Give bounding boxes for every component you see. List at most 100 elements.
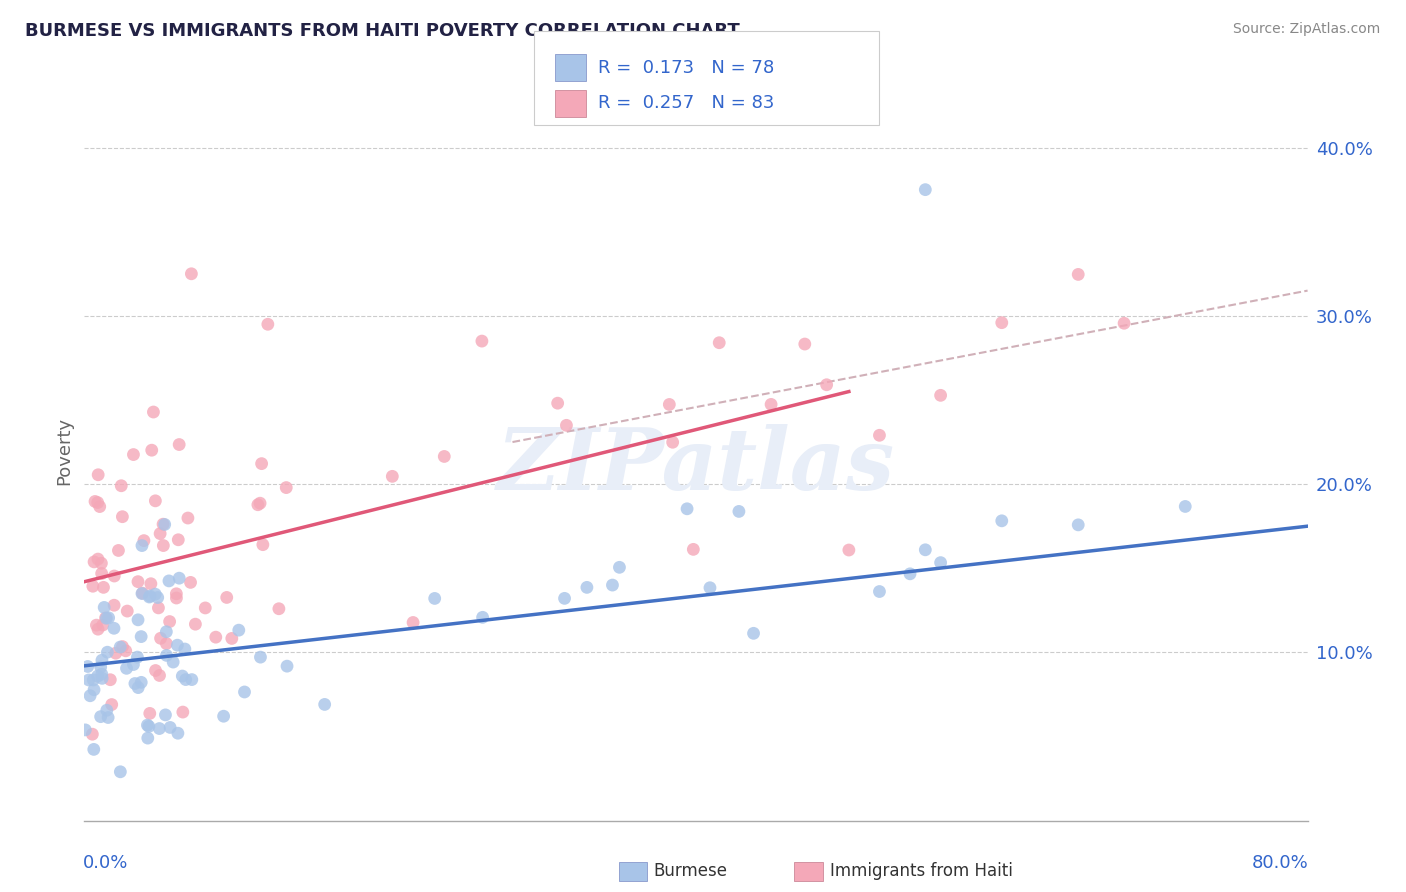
Text: R =  0.257   N = 83: R = 0.257 N = 83 — [598, 95, 773, 112]
Point — [148, 722, 170, 736]
Point — [77, 673, 100, 687]
Point — [87, 552, 110, 566]
Point — [76, 659, 98, 673]
Point — [93, 580, 115, 594]
Point — [91, 653, 114, 667]
Point — [402, 615, 425, 630]
Point — [609, 560, 631, 574]
Text: Source: ZipAtlas.com: Source: ZipAtlas.com — [1233, 22, 1381, 37]
Point — [221, 632, 243, 646]
Point — [991, 514, 1014, 528]
Point — [233, 685, 256, 699]
Text: Immigrants from Haiti: Immigrants from Haiti — [830, 863, 1012, 880]
Point — [929, 556, 952, 570]
Text: Burmese: Burmese — [654, 863, 728, 880]
Point — [96, 645, 118, 659]
Text: ZIPatlas: ZIPatlas — [496, 424, 896, 507]
Point — [162, 655, 184, 669]
Point — [381, 469, 404, 483]
Point — [991, 316, 1014, 330]
Point — [246, 498, 269, 512]
Point — [127, 681, 149, 695]
Point — [215, 591, 238, 605]
Point — [145, 664, 167, 678]
Point — [276, 481, 298, 495]
Point — [129, 675, 152, 690]
Point — [180, 267, 202, 281]
Point — [104, 646, 127, 660]
Point — [1067, 517, 1090, 532]
Point — [91, 618, 114, 632]
Point — [869, 428, 891, 442]
Point — [838, 543, 860, 558]
Point — [152, 539, 174, 553]
Point — [117, 604, 139, 618]
Point — [111, 509, 134, 524]
Point — [676, 501, 699, 516]
Point — [1174, 500, 1197, 514]
Point — [83, 742, 105, 756]
Point — [136, 731, 159, 745]
Point — [138, 719, 160, 733]
Point — [555, 418, 578, 433]
Point — [91, 671, 114, 685]
Point — [107, 543, 129, 558]
Point — [165, 591, 187, 605]
Point — [699, 581, 721, 595]
Point — [157, 574, 180, 588]
Point — [141, 443, 163, 458]
Point — [177, 511, 200, 525]
Point — [148, 600, 170, 615]
Point — [167, 533, 190, 547]
Point — [97, 611, 120, 625]
Text: 0.0%: 0.0% — [83, 854, 128, 872]
Point — [249, 650, 271, 665]
Point — [131, 586, 153, 600]
Point — [90, 556, 112, 570]
Point — [172, 705, 194, 719]
Point — [148, 668, 170, 682]
Point — [131, 539, 153, 553]
Point — [98, 673, 121, 687]
Point — [94, 611, 117, 625]
Point — [132, 533, 155, 548]
Point — [115, 661, 138, 675]
Point — [82, 579, 104, 593]
Point — [166, 638, 188, 652]
Point — [267, 601, 290, 615]
Point — [167, 437, 190, 451]
Point — [110, 640, 132, 654]
Point — [86, 495, 108, 509]
Point — [204, 630, 226, 644]
Point — [212, 709, 235, 723]
Point — [914, 542, 936, 557]
Point — [159, 615, 181, 629]
Point — [82, 727, 104, 741]
Point — [149, 526, 172, 541]
Point — [83, 682, 105, 697]
Point — [167, 571, 190, 585]
Point — [127, 613, 149, 627]
Point — [1114, 316, 1136, 330]
Point — [110, 764, 132, 779]
Point — [173, 642, 195, 657]
Point — [96, 611, 118, 625]
Point — [136, 718, 159, 732]
Point — [869, 584, 891, 599]
Point — [742, 626, 765, 640]
Point — [249, 496, 271, 510]
Point — [554, 591, 576, 606]
Point — [87, 467, 110, 482]
Point — [83, 555, 105, 569]
Point — [97, 710, 120, 724]
Point — [111, 640, 134, 654]
Point — [90, 660, 112, 674]
Point — [124, 676, 146, 690]
Point — [228, 623, 250, 637]
Point — [145, 493, 167, 508]
Point — [155, 637, 177, 651]
Point — [138, 590, 160, 604]
Point — [682, 542, 704, 557]
Point — [103, 621, 125, 635]
Y-axis label: Poverty: Poverty — [55, 417, 73, 484]
